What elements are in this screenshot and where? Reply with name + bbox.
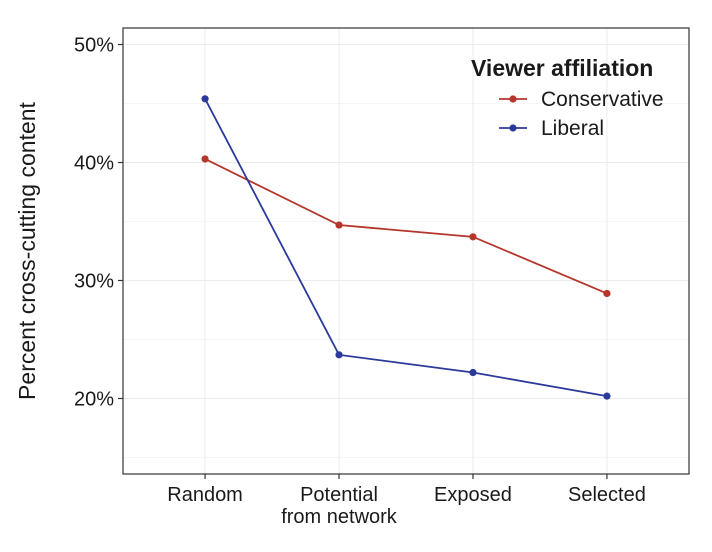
- plot-panel-border: [122, 27, 690, 475]
- gridlines: [123, 28, 689, 474]
- data-point-liberal: [201, 95, 209, 103]
- series-line-conservative: [204, 158, 608, 295]
- data-point-conservative: [469, 233, 477, 241]
- legend-label-conservative: Conservative: [541, 88, 664, 111]
- y-tick-label: 20%: [74, 388, 114, 410]
- y-tick-label: 30%: [74, 270, 114, 292]
- data-point-conservative: [335, 221, 343, 229]
- x-tick-label: Random: [167, 484, 243, 506]
- x-axis-ticks: Random Potential from network Exposed Select…: [167, 474, 646, 528]
- data-point-conservative: [201, 155, 209, 163]
- legend: Viewer affiliation Conservative Liberal: [471, 55, 664, 140]
- x-tick-label: Exposed: [434, 484, 512, 506]
- y-tick-label: 50%: [74, 35, 114, 57]
- x-tick-label: Selected: [568, 484, 646, 506]
- data-point-liberal: [603, 392, 611, 400]
- x-tick-label: Potential from network: [281, 484, 398, 528]
- data-point-liberal: [469, 368, 477, 377]
- data-point-conservative: [603, 289, 611, 298]
- y-axis-label: Percent cross-cutting content: [14, 101, 40, 399]
- legend-title: Viewer affiliation: [471, 55, 653, 81]
- y-axis-ticks: 20% 30% 40% 50%: [74, 35, 123, 410]
- data-point-liberal: [335, 351, 343, 359]
- legend-key-point-conservative: [509, 95, 517, 103]
- y-tick-label: 40%: [74, 153, 114, 175]
- series-layer: [201, 95, 611, 400]
- legend-key-point-liberal: [509, 124, 517, 132]
- legend-label-liberal: Liberal: [541, 117, 604, 140]
- series-line-liberal: [204, 98, 608, 398]
